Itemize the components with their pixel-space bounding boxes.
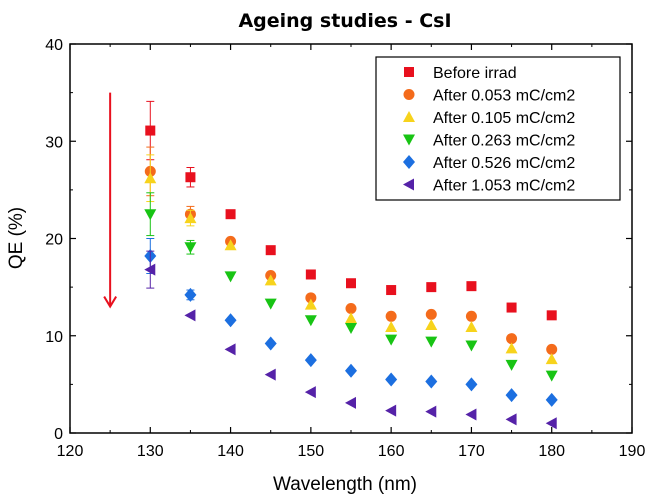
data-point: [425, 337, 437, 348]
data-point: [386, 311, 397, 322]
data-point: [466, 311, 477, 322]
data-point: [346, 278, 356, 288]
data-point: [225, 343, 236, 355]
data-point: [546, 371, 558, 382]
y-tick-label: 30: [45, 134, 63, 151]
data-point: [425, 319, 437, 330]
data-point: [265, 369, 276, 381]
data-point: [466, 281, 476, 291]
legend-label: After 1.053 mC/cm2: [433, 178, 575, 195]
data-point: [506, 388, 518, 402]
data-point: [465, 377, 477, 391]
y-tick-label: 10: [45, 329, 63, 346]
legend-label: After 0.105 mC/cm2: [433, 110, 575, 127]
x-axis-label: Wavelength (nm): [273, 474, 417, 495]
data-point: [145, 126, 155, 136]
legend-marker: [404, 89, 415, 100]
x-tick-label: 170: [458, 443, 485, 460]
annotations: [104, 93, 116, 307]
data-point: [506, 342, 518, 353]
legend-label: After 0.526 mC/cm2: [433, 155, 575, 172]
data-point: [266, 245, 276, 255]
data-point: [225, 271, 237, 282]
data-point: [385, 321, 397, 332]
data-point: [306, 269, 316, 279]
data-point: [546, 353, 558, 364]
data-point: [345, 397, 356, 409]
legend: Before irrad After 0.053 mC/cm2 After 0.10…: [376, 57, 620, 200]
x-tick-label: 140: [217, 443, 244, 460]
x-tick-label: 180: [538, 443, 565, 460]
x-tick-label: 150: [298, 443, 325, 460]
legend-label: Before irrad: [433, 65, 517, 82]
data-point: [465, 409, 476, 421]
x-tick-label: 120: [57, 443, 84, 460]
x-tick-label: 130: [137, 443, 164, 460]
legend-label: After 0.053 mC/cm2: [433, 88, 575, 105]
data-point: [144, 209, 156, 220]
series-6: [144, 251, 556, 429]
data-point: [184, 242, 196, 253]
data-point: [547, 310, 557, 320]
x-tick-label: 160: [378, 443, 405, 460]
data-point: [507, 303, 517, 313]
data-point: [226, 209, 236, 219]
data-point: [465, 340, 477, 351]
y-tick-label: 40: [45, 37, 63, 54]
data-point: [386, 285, 396, 295]
data-point: [345, 312, 357, 323]
data-point: [345, 323, 357, 334]
data-point: [305, 386, 316, 398]
legend-label: After 0.263 mC/cm2: [433, 133, 575, 150]
data-point: [385, 373, 397, 387]
y-tick-label: 0: [54, 426, 63, 443]
data-point: [546, 393, 558, 407]
data-point: [265, 337, 277, 351]
data-point: [506, 360, 518, 371]
data-point: [345, 364, 357, 378]
data-point: [385, 405, 396, 417]
data-point: [305, 315, 317, 326]
y-axis-label: QE (%): [6, 207, 27, 269]
x-tick-label: 190: [619, 443, 646, 460]
data-point: [185, 172, 195, 182]
data-point: [305, 353, 317, 367]
data-point: [426, 309, 437, 320]
data-point: [425, 406, 436, 418]
legend-marker: [404, 67, 414, 77]
data-point: [184, 309, 195, 321]
data-point: [465, 321, 477, 332]
data-point: [425, 374, 437, 388]
data-point: [426, 282, 436, 292]
data-point: [225, 313, 237, 327]
chart-title: Ageing studies - CsI: [238, 10, 451, 32]
data-point: [265, 299, 277, 310]
data-point: [506, 413, 517, 425]
data-point: [385, 335, 397, 346]
y-tick-label: 20: [45, 232, 63, 249]
data-point: [184, 288, 196, 302]
